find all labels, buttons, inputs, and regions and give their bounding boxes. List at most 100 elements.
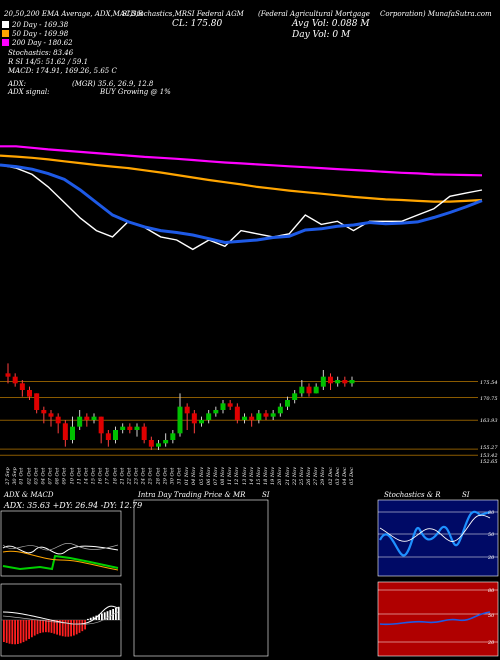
candle-body	[199, 420, 204, 424]
price-tick-label: 152.65	[480, 459, 498, 465]
macd-bar	[117, 606, 120, 620]
candle-body	[91, 416, 97, 420]
macd-bar	[84, 620, 86, 630]
rsi-tick-80: 80	[488, 588, 495, 594]
stochastics-panel	[377, 499, 499, 577]
macd-bar	[33, 620, 36, 636]
candle-body	[163, 440, 169, 444]
adx-signal-label: ADX signal:	[8, 88, 50, 96]
macd-bar	[45, 620, 47, 633]
candle-body	[342, 380, 348, 384]
candle-body	[349, 380, 355, 384]
legend-swatch-20	[2, 21, 9, 28]
macd-bar	[67, 620, 70, 637]
source-title-4: (Federal Agricultural Mortgage	[258, 10, 370, 18]
stoch-d-line	[379, 514, 491, 542]
candle-body	[249, 416, 255, 420]
macd-line	[2, 605, 119, 625]
stochastics-value: Stochastics: 83.46	[8, 49, 74, 57]
adx-values: (MGR) 35.6, 26.9, 12.8	[72, 80, 154, 88]
candle-body	[55, 416, 61, 424]
avg-volume: Avg Vol: 0.088 M	[292, 19, 370, 29]
candle-body	[234, 406, 240, 420]
stoch-tick-50: 50	[488, 532, 495, 538]
macd-bar	[59, 620, 61, 636]
price-tick-label: 163.93	[480, 418, 498, 424]
intraday-panel-frame	[133, 499, 269, 657]
macd-bar	[42, 620, 44, 633]
ema-trend-line	[0, 163, 483, 245]
candle-body	[263, 413, 269, 417]
candle-body	[77, 416, 83, 427]
macd-bar	[28, 620, 30, 639]
macd-bar	[61, 620, 64, 637]
macd-bar	[64, 620, 67, 637]
candle-body	[19, 383, 25, 390]
candle-body	[177, 406, 183, 434]
adx-macd-subtitle: ADX: 35.63 +DY: 26.94 -DY: 12.79	[4, 501, 143, 510]
macd-bar	[73, 620, 75, 636]
candle-body	[277, 406, 283, 414]
candle-body	[328, 376, 333, 384]
source-title-3: SI Federal AGM	[187, 10, 244, 18]
minus-di-line	[2, 550, 119, 571]
macd-bar	[11, 620, 14, 645]
macd-bar	[89, 617, 92, 620]
candle-body	[170, 433, 176, 440]
macd-value: MACD: 174.91, 169.26, 5.65 C	[8, 67, 117, 75]
adx-signal-value: BUY Growing @ 1%	[100, 88, 171, 96]
candle-body	[127, 426, 133, 430]
macd-bar	[101, 613, 103, 620]
plus-di-line	[2, 554, 119, 571]
stoch-tick-80: 80	[488, 510, 495, 516]
macd-bar	[25, 620, 28, 641]
adx-macd-title: ADX & MACD	[4, 491, 54, 499]
candle-body	[299, 386, 305, 394]
macd-bar	[53, 620, 56, 634]
candle-body	[306, 386, 312, 394]
macd-bar	[98, 614, 100, 620]
candle-body	[156, 443, 161, 447]
source-title-5: Corporation) MunafaSutra.com	[380, 10, 492, 18]
macd-bar	[22, 620, 25, 643]
candle-body	[335, 380, 341, 384]
intraday-title-right: SI	[262, 491, 270, 499]
ema-line-1	[0, 154, 483, 203]
macd-bar	[17, 620, 19, 644]
macd-bar	[5, 620, 8, 643]
stochastics-title: Stochastics & R	[384, 491, 441, 499]
candle-body	[134, 426, 140, 430]
price-tick-label: 175.54	[480, 380, 498, 386]
close-label: CL: 175.80	[172, 19, 223, 29]
legend-swatch-200	[2, 39, 9, 46]
macd-bar	[70, 620, 72, 637]
macd-bar	[106, 611, 109, 620]
adx-label: ADX:	[8, 80, 27, 88]
rsi-panel	[377, 581, 499, 657]
candle-body	[285, 400, 290, 407]
candle-body	[41, 410, 47, 414]
rsi-line	[379, 611, 491, 626]
stoch-tick-20: 20	[488, 555, 495, 561]
candle-body	[27, 390, 32, 397]
candle-body	[105, 433, 111, 440]
candle-body	[292, 393, 298, 400]
candle-body	[113, 430, 118, 440]
legend-20-day: 20 Day - 169.38	[12, 21, 69, 29]
ema-line-2	[0, 164, 483, 251]
macd-bar	[115, 607, 117, 620]
candle-body	[184, 406, 190, 414]
date-label: 05 Dec	[348, 467, 355, 485]
day-volume: Day Vol: 0 M	[292, 30, 351, 40]
price-tick-label: 153.42	[480, 453, 498, 459]
stoch-k-line	[379, 510, 491, 557]
candle-body	[270, 413, 276, 417]
legend-200-day: 200 Day - 180.62	[12, 39, 73, 47]
stochastics-title-right: SI	[462, 491, 470, 499]
macd-bar	[75, 620, 78, 635]
macd-bar	[78, 620, 81, 633]
macd-bar	[56, 620, 58, 635]
candle-body	[62, 423, 68, 440]
